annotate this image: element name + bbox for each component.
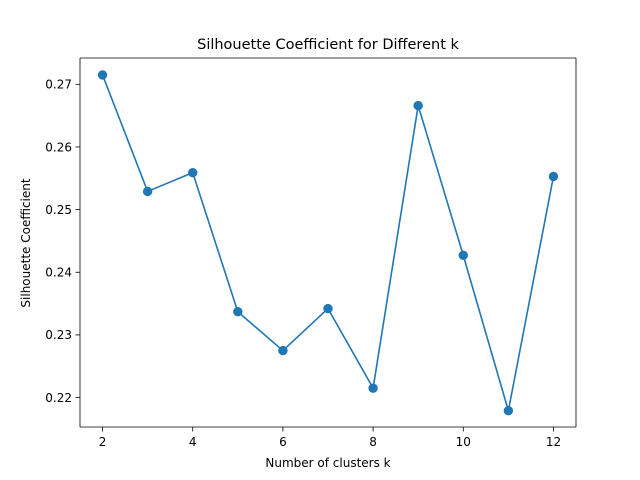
y-tick-label: 0.25 bbox=[45, 203, 72, 217]
chart-title: Silhouette Coefficient for Different k bbox=[197, 37, 459, 53]
y-tick-label: 0.22 bbox=[45, 391, 72, 405]
data-point bbox=[368, 383, 378, 393]
x-tick-label: 8 bbox=[369, 435, 377, 449]
data-point bbox=[233, 307, 243, 317]
y-tick-label: 0.26 bbox=[45, 140, 72, 154]
data-point bbox=[97, 70, 108, 80]
series-line bbox=[101, 73, 555, 412]
y-tick-label: 0.24 bbox=[45, 266, 72, 280]
data-point bbox=[413, 100, 423, 111]
x-axis-label: Number of clusters k bbox=[265, 456, 390, 470]
y-tick-label: 0.23 bbox=[45, 328, 72, 342]
x-tick-label: 2 bbox=[99, 435, 107, 449]
data-point bbox=[278, 345, 288, 356]
y-tick-label: 0.27 bbox=[45, 78, 72, 92]
data-point bbox=[503, 406, 514, 416]
data-point bbox=[142, 186, 153, 197]
data-point bbox=[548, 171, 559, 182]
x-tick-label: 10 bbox=[456, 435, 471, 449]
data-point bbox=[188, 167, 198, 178]
y-axis-label: Silhouette Coefficient bbox=[19, 178, 33, 307]
data-point bbox=[458, 250, 468, 261]
x-tick-label: 4 bbox=[189, 435, 197, 449]
x-tick-label: 12 bbox=[546, 435, 561, 449]
plot-area: 2 4 6 8 10 12 0.22 0.23 0.24 0.25 0.26 0.27 bbox=[45, 57, 577, 449]
data-point bbox=[323, 303, 333, 314]
x-tick-label: 6 bbox=[279, 435, 287, 449]
